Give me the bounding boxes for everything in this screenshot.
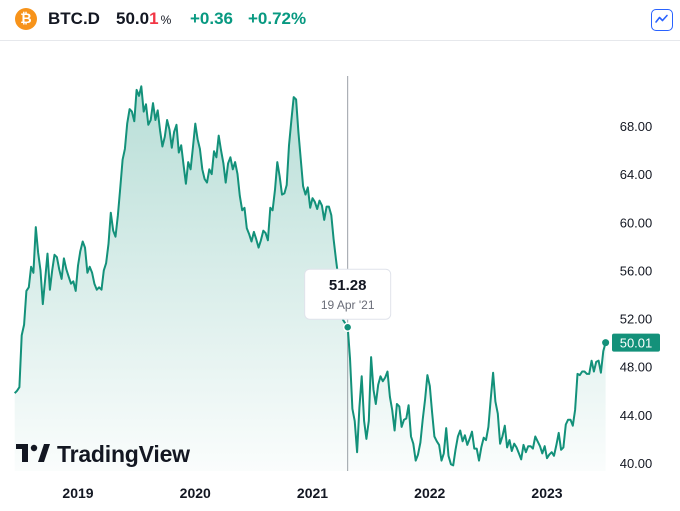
tooltip-value: 51.28 <box>329 277 367 294</box>
price-change: +0.36 <box>190 9 234 28</box>
x-tick-label: 2020 <box>180 485 211 501</box>
x-tick-label: 2023 <box>531 485 562 501</box>
y-tick-label: 48.00 <box>620 360 653 375</box>
tradingview-wordmark: TradingView <box>57 441 190 467</box>
tradingview-logo-icon <box>16 444 50 462</box>
hover-point <box>342 322 353 332</box>
last-price: 50.01% <box>116 9 171 29</box>
symbol-header: ₿ BTC.D 50.01% +0.36 +0.72% <box>0 0 680 41</box>
y-tick-label: 52.00 <box>620 312 653 327</box>
x-tick-label: 2019 <box>62 485 93 501</box>
last-price-point <box>602 339 610 347</box>
y-tick-label: 40.00 <box>620 456 653 471</box>
price-last-digit: 1 <box>149 9 159 28</box>
price-main: 50.0 <box>116 9 150 28</box>
tooltip-box <box>304 268 392 320</box>
price-unit: % <box>160 13 172 27</box>
y-tick-label: 60.00 <box>620 215 653 230</box>
price-change-percent: +0.72% <box>248 9 307 28</box>
line-chart-icon <box>655 14 668 23</box>
x-tick-label: 2021 <box>297 485 328 501</box>
bitcoin-icon: ₿ <box>15 8 37 30</box>
y-tick-label: 68.00 <box>620 119 653 134</box>
y-tick-label: 56.00 <box>620 263 653 278</box>
price-tooltip: 51.28 19 Apr '21 <box>304 268 392 320</box>
chart-type-button[interactable] <box>651 9 673 31</box>
price-chart[interactable]: 40.00 44.00 48.00 52.00 56.00 60.00 64.00 68.00… <box>0 41 680 511</box>
x-tick-label: 2022 <box>414 485 445 501</box>
price-line <box>13 85 607 467</box>
y-tick-label: 44.00 <box>620 408 653 423</box>
last-price-badge-label: 50.01 <box>620 336 653 351</box>
last-price-badge <box>612 333 660 352</box>
y-tick-label: 64.00 <box>620 167 653 182</box>
symbol-name[interactable]: BTC.D <box>48 9 100 28</box>
tooltip-date: 19 Apr '21 <box>321 298 375 312</box>
